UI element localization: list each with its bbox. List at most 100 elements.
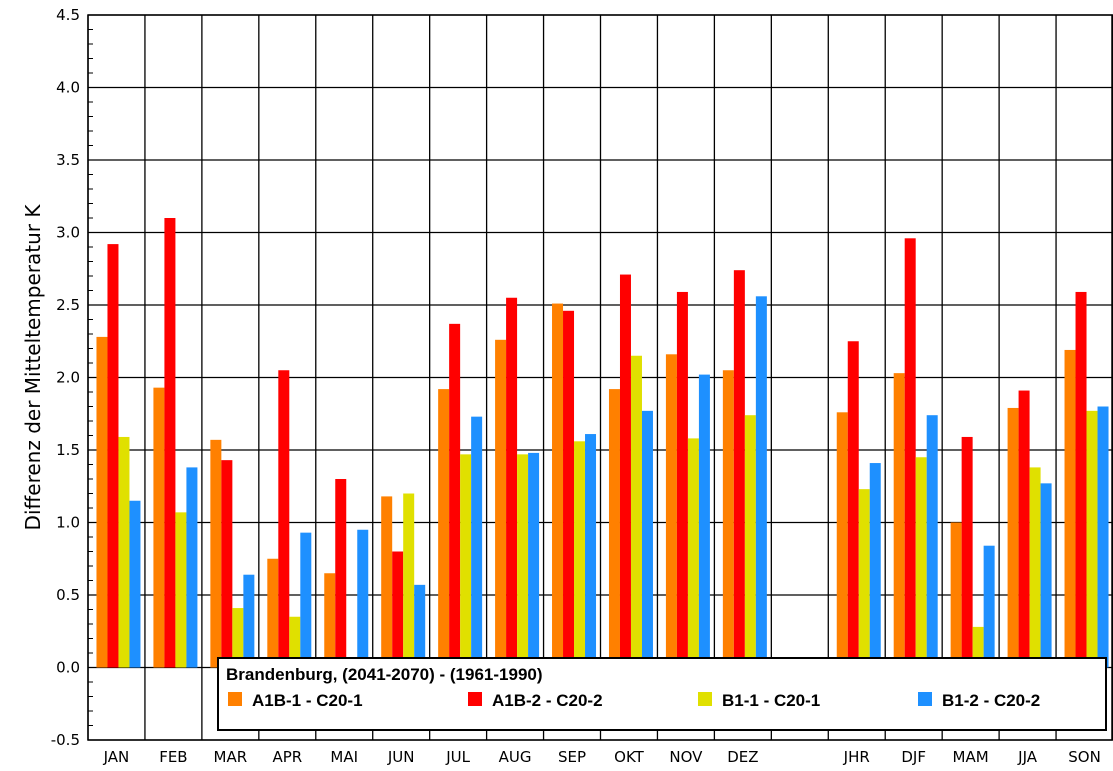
bar-b1-2-c20-2-dez <box>755 296 767 668</box>
legend-swatch <box>228 692 242 706</box>
bar-b1-2-c20-2-aug <box>528 452 540 668</box>
legend: Brandenburg, (2041-2070) - (1961-1990) A… <box>217 657 1107 731</box>
x-tick-label: DJF <box>901 748 926 766</box>
legend-label: A1B-1 - C20-1 <box>252 691 363 710</box>
x-category-labels: JAN FEB MAR APR MAI JUN JUL AUG SEP OKT NOV DEZ JHR D… <box>103 748 1101 766</box>
bar-a1b-2-c20-2-mam <box>961 436 973 668</box>
legend-label: A1B-2 - C20-2 <box>492 691 603 710</box>
bar-b1-1-c20-1-apr <box>289 616 301 668</box>
bar-b1-2-c20-2-jun <box>414 584 426 668</box>
y-tick-label: 0.5 <box>56 586 80 604</box>
bar-a1b-2-c20-2-jhr <box>847 341 859 668</box>
bar-a1b-2-c20-2-son <box>1075 291 1087 668</box>
bar-a1b-2-c20-2-djf <box>904 238 916 668</box>
bar-a1b-1-c20-1-jhr <box>836 412 848 668</box>
bar-a1b-1-c20-1-apr <box>267 558 279 668</box>
x-tick-label: NOV <box>669 748 703 766</box>
legend-box <box>217 657 1107 731</box>
x-tick-label: DEZ <box>727 748 758 766</box>
bars-layer <box>96 218 1109 668</box>
bar-a1b-2-c20-2-feb <box>164 218 176 668</box>
bar-b1-1-c20-1-mam <box>972 626 984 668</box>
legend-items: A1B-1 - C20-1 A1B-2 - C20-2 B1-1 - C20-1 B1… <box>228 691 1040 710</box>
bar-a1b-1-c20-1-mar <box>210 439 222 668</box>
bar-b1-1-c20-1-nov <box>687 438 699 668</box>
bar-b1-2-c20-2-nov <box>698 374 710 668</box>
plot-frame <box>87 14 1113 741</box>
y-tick-label: 3.0 <box>56 224 80 242</box>
bar-b1-2-c20-2-jan <box>129 500 141 668</box>
bar-b1-2-c20-2-mam <box>983 545 995 668</box>
bar-b1-1-c20-1-mar <box>232 608 244 668</box>
y-tick-label: 3.5 <box>56 151 80 169</box>
bar-b1-1-c20-1-jhr <box>858 489 870 668</box>
bar-a1b-1-c20-1-dez <box>722 370 734 668</box>
bar-b1-1-c20-1-okt <box>630 355 642 668</box>
bar-a1b-1-c20-1-feb <box>153 387 165 668</box>
bar-a1b-1-c20-1-sep <box>552 303 564 668</box>
legend-label: B1-1 - C20-1 <box>722 691 820 710</box>
y-tick-label: 4.5 <box>56 6 80 24</box>
bar-b1-1-c20-1-jul <box>460 454 472 668</box>
bar-a1b-2-c20-2-jja <box>1018 390 1030 668</box>
y-tick-label: 2.5 <box>56 296 80 314</box>
x-tick-label: JUL <box>445 748 470 766</box>
y-tick-label: 2.0 <box>56 369 80 387</box>
y-axis-label: Differenz der Mitteltemperatur K <box>21 204 45 531</box>
y-tick-label: 0.0 <box>56 659 80 677</box>
x-tick-label: MAM <box>953 748 989 766</box>
x-tick-label: AUG <box>499 748 532 766</box>
x-tick-label: APR <box>272 748 302 766</box>
x-tick-label: MAI <box>330 748 358 766</box>
bar-b1-2-c20-2-djf <box>926 415 938 668</box>
bar-b1-2-c20-2-jhr <box>869 463 881 668</box>
bar-a1b-1-c20-1-djf <box>893 373 905 668</box>
bar-a1b-2-c20-2-jul <box>449 323 461 668</box>
bar-a1b-1-c20-1-jun <box>381 496 393 668</box>
bar-a1b-1-c20-1-nov <box>665 354 677 668</box>
bar-a1b-2-c20-2-mar <box>221 460 233 668</box>
bar-b1-2-c20-2-sep <box>585 434 597 668</box>
legend-swatch <box>918 692 932 706</box>
y-tick-label: 4.0 <box>56 79 80 97</box>
bar-a1b-2-c20-2-apr <box>278 370 290 668</box>
legend-swatch <box>698 692 712 706</box>
bar-a1b-2-c20-2-sep <box>563 310 575 668</box>
x-tick-label: FEB <box>159 748 187 766</box>
x-tick-label: JJA <box>1017 748 1038 766</box>
bar-a1b-1-c20-1-jja <box>1007 407 1019 668</box>
bar-a1b-2-c20-2-dez <box>733 270 745 668</box>
axis-layer <box>87 14 1113 741</box>
x-tick-label: OKT <box>614 748 644 766</box>
legend-swatch <box>468 692 482 706</box>
bar-a1b-1-c20-1-jul <box>438 389 450 668</box>
bar-a1b-2-c20-2-jan <box>107 244 119 668</box>
bar-b1-2-c20-2-mar <box>243 574 255 668</box>
y-tick-label: 1.0 <box>56 514 80 532</box>
bar-a1b-1-c20-1-aug <box>495 339 507 668</box>
x-tick-label: JHR <box>843 748 870 766</box>
bar-b1-1-c20-1-son <box>1086 410 1098 668</box>
bar-a1b-2-c20-2-nov <box>676 291 688 668</box>
bar-a1b-2-c20-2-okt <box>619 274 631 668</box>
bar-b1-1-c20-1-aug <box>517 454 529 668</box>
bar-b1-1-c20-1-feb <box>175 512 187 668</box>
bar-b1-2-c20-2-feb <box>186 467 198 668</box>
bar-b1-1-c20-1-sep <box>574 441 586 668</box>
x-tick-label: JAN <box>103 748 130 766</box>
bar-b1-1-c20-1-jun <box>403 493 415 668</box>
bar-a1b-2-c20-2-mai <box>335 479 347 668</box>
bar-a1b-2-c20-2-aug <box>506 297 518 668</box>
bar-b1-2-c20-2-mai <box>357 529 369 668</box>
y-tick-label: 1.5 <box>56 441 80 459</box>
bar-a1b-1-c20-1-jan <box>96 336 108 668</box>
bar-a1b-1-c20-1-mai <box>324 573 336 668</box>
bar-b1-2-c20-2-jul <box>471 416 483 668</box>
legend-label: B1-2 - C20-2 <box>942 691 1040 710</box>
bar-a1b-1-c20-1-okt <box>608 389 620 668</box>
bar-b1-2-c20-2-apr <box>300 532 312 668</box>
y-tick-labels: -0.5 0.0 0.5 1.0 1.5 2.0 2.5 3.0 3.5 4.0 4.5 <box>51 6 80 749</box>
x-tick-label: MAR <box>214 748 248 766</box>
